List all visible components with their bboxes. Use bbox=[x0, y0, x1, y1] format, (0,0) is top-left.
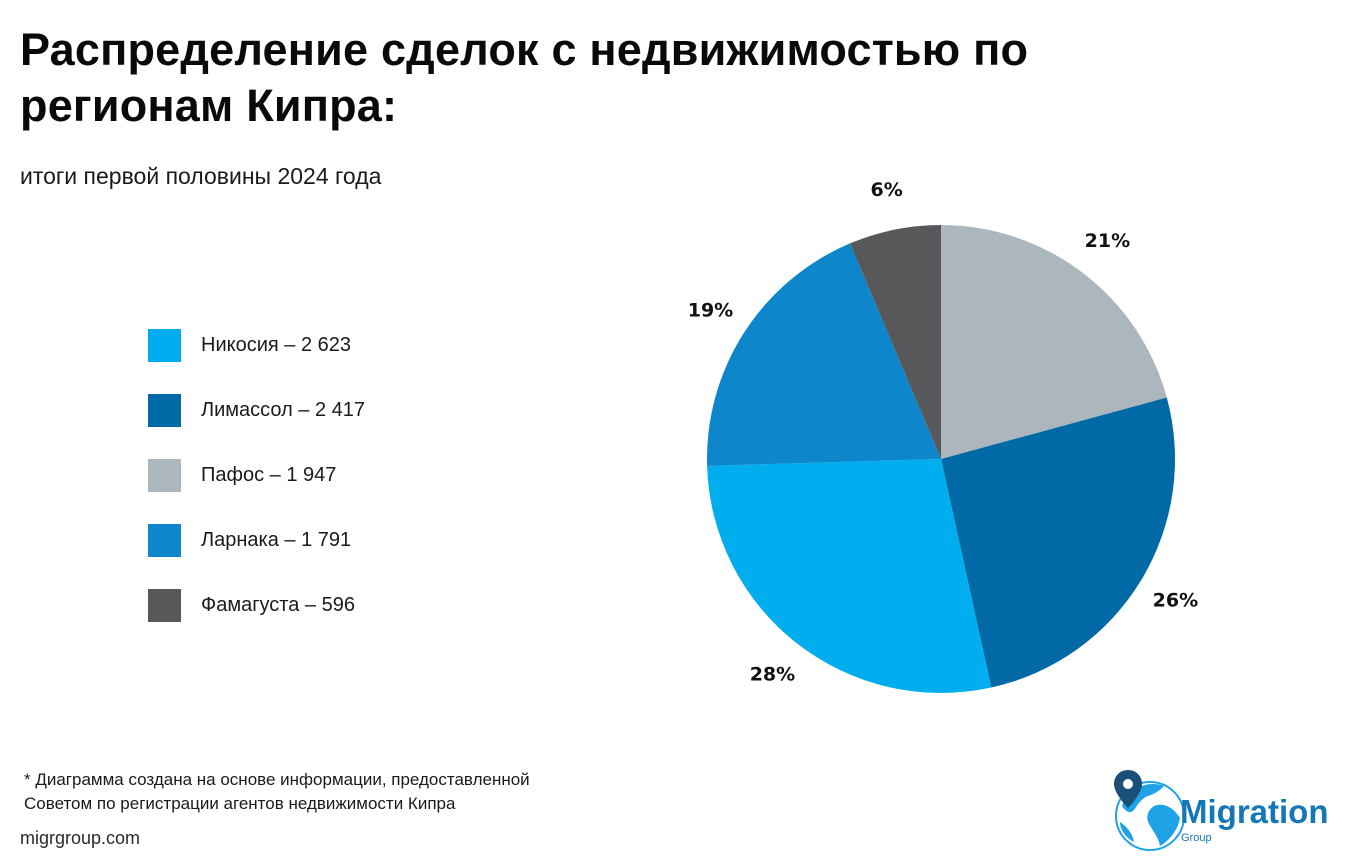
legend-label-paphos: Пафос – 1 947 bbox=[201, 463, 337, 486]
logo-subtext: Group bbox=[1181, 832, 1212, 844]
legend: Никосия – 2 623 Лимассол – 2 417 Пафос –… bbox=[148, 328, 365, 653]
legend-label-larnaca: Ларнака – 1 791 bbox=[201, 528, 352, 551]
legend-item-nicosia: Никосия – 2 623 bbox=[148, 328, 365, 362]
website-link[interactable]: migrgroup.com bbox=[20, 828, 141, 848]
globe-pin-icon bbox=[1114, 770, 1185, 851]
migration-group-logo: Migration Group bbox=[1108, 766, 1353, 854]
pie-slice-larnaca bbox=[707, 243, 941, 466]
pie-slice-nicosia bbox=[707, 459, 992, 693]
pie-label-limassol: 26% bbox=[1153, 589, 1198, 611]
logo-wordmark: Migration bbox=[1180, 793, 1329, 830]
pie-label-nicosia: 28% bbox=[750, 664, 795, 686]
pie-slice-limassol bbox=[941, 397, 1175, 688]
footnote: * Диаграмма создана на основе информации… bbox=[24, 768, 724, 816]
pie-label-larnaca: 19% bbox=[688, 299, 733, 321]
legend-swatch-famagusta bbox=[148, 588, 181, 622]
legend-swatch-paphos bbox=[148, 458, 181, 492]
legend-item-limassol: Лимассол – 2 417 bbox=[148, 393, 365, 427]
legend-item-larnaca: Ларнака – 1 791 bbox=[148, 523, 365, 557]
pie-label-paphos: 21% bbox=[1085, 230, 1130, 252]
legend-label-limassol: Лимассол – 2 417 bbox=[201, 398, 366, 421]
legend-item-famagusta: Фамагуста – 596 bbox=[148, 588, 365, 622]
legend-swatch-limassol bbox=[148, 393, 181, 427]
legend-label-nicosia: Никосия – 2 623 bbox=[201, 333, 351, 356]
pie-label-famagusta: 6% bbox=[871, 179, 903, 201]
chart-title: Распределение сделок с недвижимостью по … bbox=[20, 24, 1029, 131]
pie-slice-paphos bbox=[941, 225, 1167, 459]
legend-label-famagusta: Фамагуста – 596 bbox=[201, 593, 355, 616]
pie-slice-famagusta bbox=[849, 225, 941, 459]
legend-swatch-nicosia bbox=[148, 328, 181, 362]
footnote-line-1: * Диаграмма создана на основе информации… bbox=[24, 770, 530, 789]
chart-subtitle: итоги первой половины 2024 года bbox=[20, 163, 382, 189]
footnote-line-2: Советом по регистрации агентов недвижимо… bbox=[24, 794, 456, 813]
legend-item-paphos: Пафос – 1 947 bbox=[148, 458, 365, 492]
legend-swatch-larnaca bbox=[148, 523, 181, 557]
